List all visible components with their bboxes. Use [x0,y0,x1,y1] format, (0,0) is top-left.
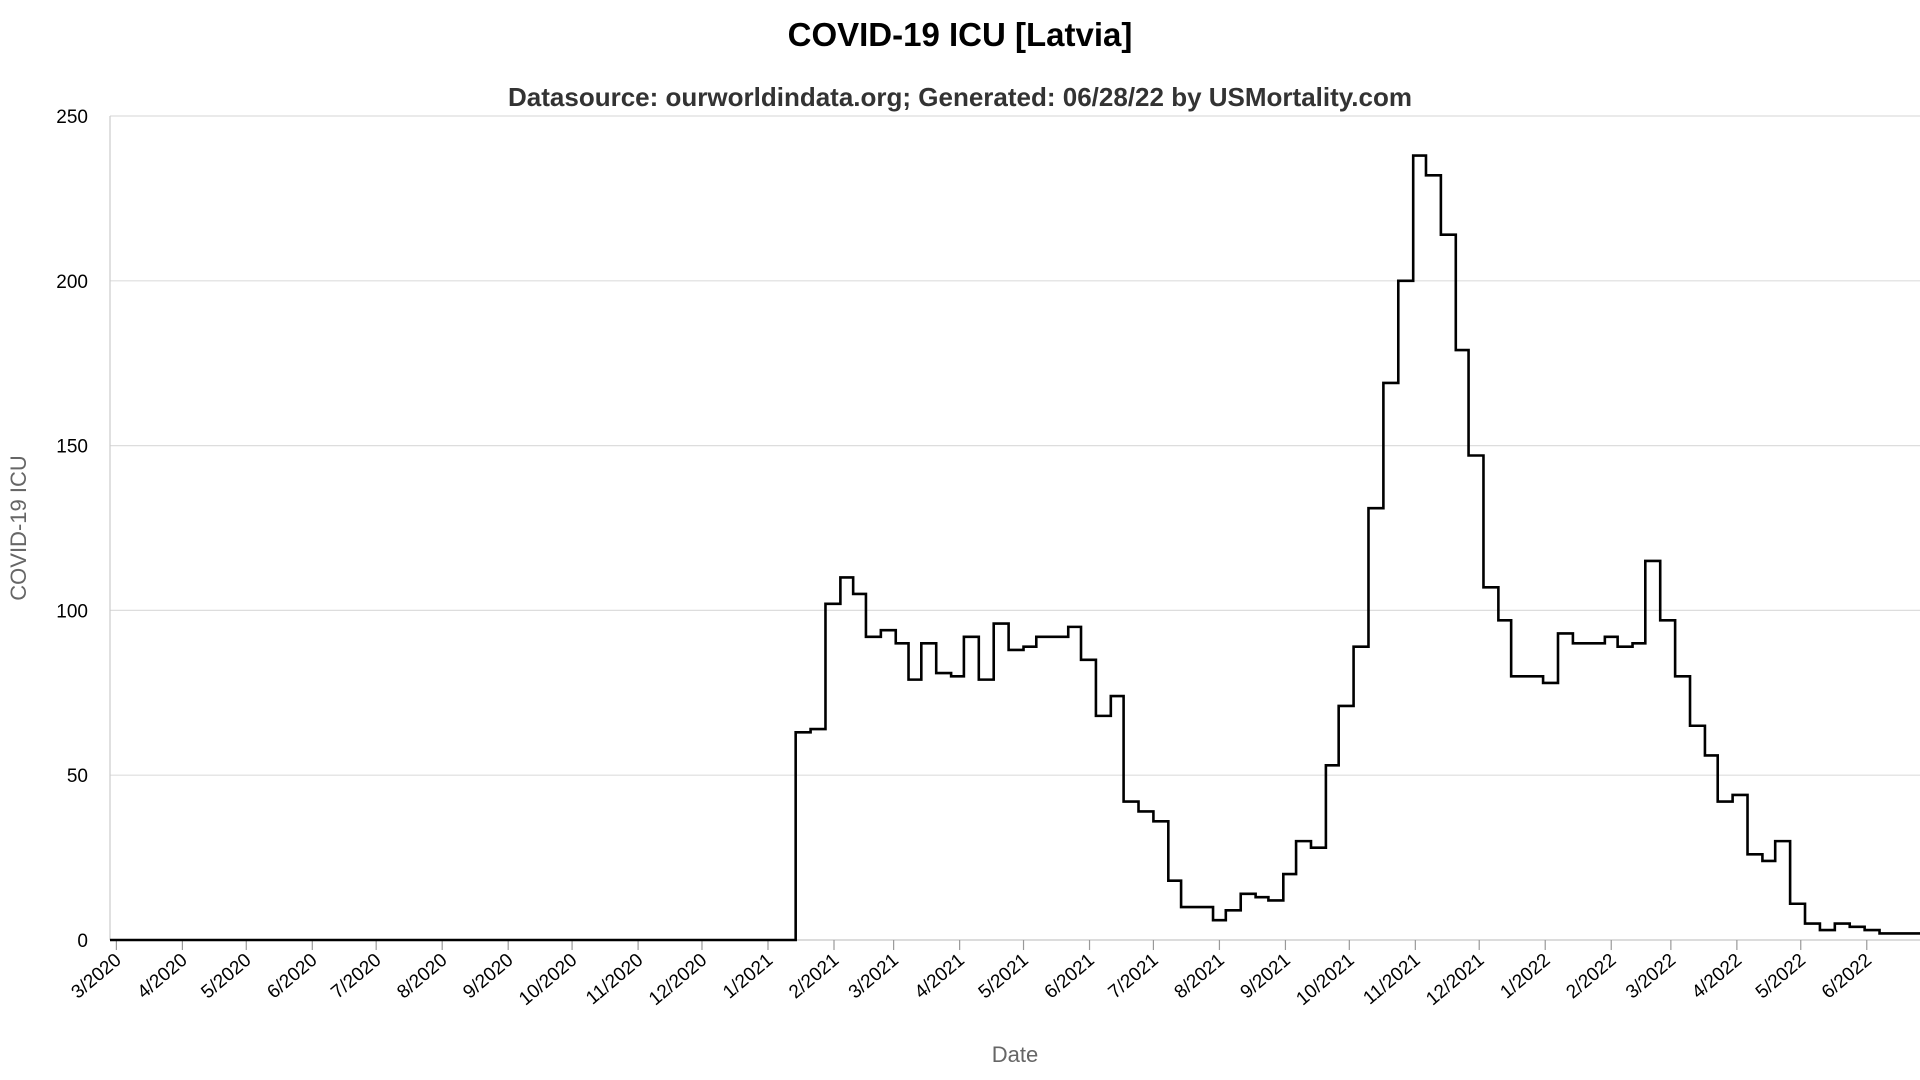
y-tick-label: 200 [56,272,88,293]
chart-subtitle: Datasource: ourworldindata.org; Generate… [508,82,1412,112]
x-tick-label: 8/2020 [393,950,451,1003]
x-tick-label: 10/2021 [1292,950,1358,1010]
x-tick-label: 1/2022 [1496,950,1554,1003]
x-tick-label: 12/2021 [1422,950,1488,1010]
series-layer [110,154,1920,942]
y-tick-label: 250 [56,107,88,128]
x-tick-label: 7/2021 [1105,950,1163,1003]
x-tick-label: 11/2021 [1360,950,1425,1009]
x-tick-label: 6/2021 [1041,950,1099,1003]
x-tick-label: 7/2020 [327,950,385,1003]
y-tick-label: 150 [56,437,88,458]
x-tick-label: 2/2022 [1562,950,1620,1003]
x-tick-label: 9/2020 [459,950,517,1003]
x-tick-label: 6/2020 [263,950,321,1003]
x-tick-label: 4/2020 [134,950,192,1003]
x-axis-title: Date [992,1042,1038,1067]
x-tick-label: 8/2021 [1171,950,1229,1003]
x-tick-label: 5/2022 [1752,950,1810,1003]
x-tick-label: 3/2021 [845,950,903,1003]
x-tick-label: 3/2022 [1622,950,1680,1003]
grid-lines [110,115,1920,941]
x-tick-label: 9/2021 [1237,950,1295,1003]
x-tick-label: 4/2021 [911,950,969,1003]
x-tick-label: 12/2020 [645,950,711,1010]
y-tick-label: 50 [67,766,88,787]
x-tick-label: 11/2020 [582,950,647,1009]
y-axis-title: COVID-19 ICU [6,455,31,600]
x-tick-label: 5/2021 [975,950,1033,1003]
series-line [110,154,1920,942]
axes [109,116,1920,950]
x-tick-label: 5/2020 [197,950,255,1003]
x-tick-label: 1/2021 [719,950,777,1003]
x-tick-label: 2/2021 [785,950,843,1003]
x-tick-label: 4/2022 [1688,950,1746,1003]
x-tick-label: 10/2020 [515,950,581,1010]
y-tick-label: 0 [77,931,88,952]
x-tick-label: 3/2020 [68,950,126,1003]
y-tick-label: 100 [56,601,88,622]
chart-title: COVID-19 ICU [Latvia] [787,16,1133,53]
x-tick-label: 6/2022 [1818,950,1876,1003]
